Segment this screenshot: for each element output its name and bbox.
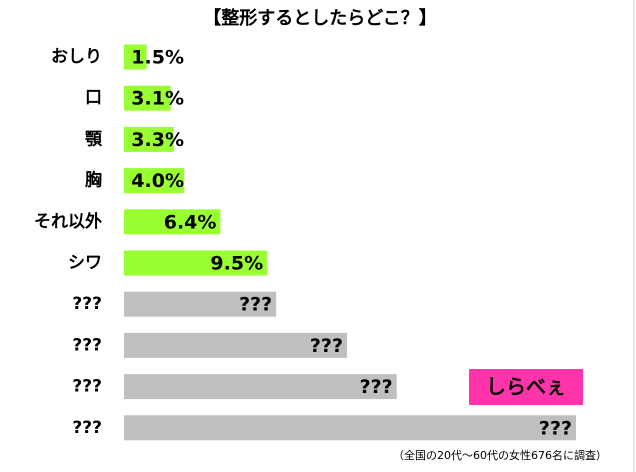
bar (124, 44, 147, 70)
category-label: ??? (72, 418, 102, 438)
bar (124, 374, 397, 400)
category-label: 顎 (85, 129, 103, 149)
category-label: ??? (72, 377, 102, 397)
value-label: 3.1% (131, 88, 184, 110)
category-label: 胸 (85, 170, 102, 191)
value-label: 6.4% (164, 211, 217, 233)
value-label: 1.5% (131, 47, 184, 69)
logo-box (469, 369, 583, 405)
bar (124, 250, 268, 276)
value-label: 9.5% (210, 253, 263, 275)
category-label: それ以外 (34, 211, 102, 232)
bar (124, 209, 221, 235)
bar (124, 126, 174, 152)
value-label: ??? (310, 335, 343, 357)
category-label: 口 (85, 88, 102, 108)
bar (124, 332, 347, 358)
bar (124, 291, 277, 317)
category-label: ??? (72, 294, 102, 314)
value-label: ??? (360, 376, 393, 398)
bar (124, 168, 185, 194)
value-label: ??? (539, 417, 572, 439)
value-label: 4.0% (131, 170, 184, 192)
category-label: ??? (72, 335, 102, 355)
chart-title: 【整形するとしたらどこ？】 (203, 7, 436, 29)
bar (124, 85, 171, 111)
category-label: シワ (68, 253, 102, 273)
bar (124, 415, 576, 441)
footnote: （全国の20代～60代の女性676名に調査） (393, 448, 607, 462)
value-label: ??? (239, 294, 272, 316)
category-label: おしり (51, 47, 102, 67)
logo: しらべぇ (486, 375, 566, 399)
value-label: 3.3% (131, 129, 184, 151)
